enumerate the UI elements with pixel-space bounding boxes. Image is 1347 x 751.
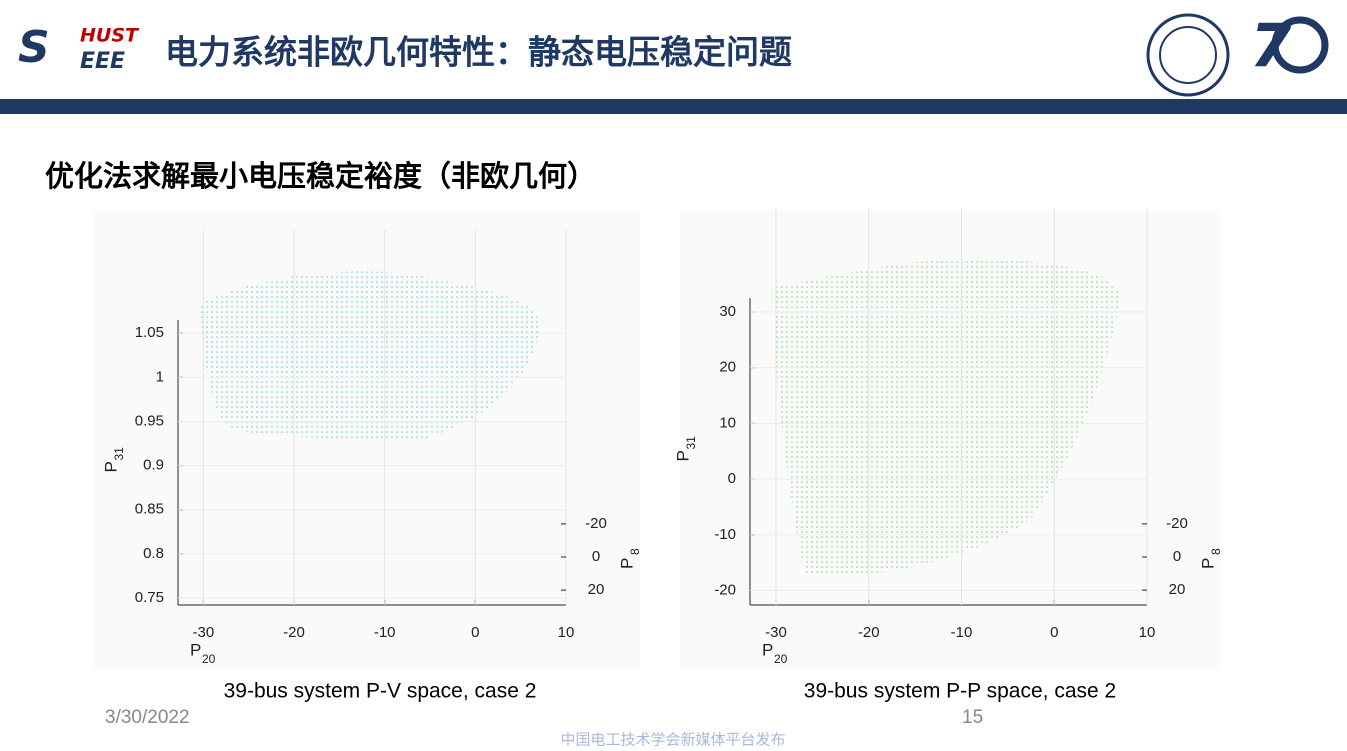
footer-date: 3/30/2022 xyxy=(105,707,190,728)
x-tick-label: -10 xyxy=(951,624,973,641)
x-tick-label: 10 xyxy=(558,624,575,641)
y-axis-label: P xyxy=(101,461,120,472)
x-tick-label: 0 xyxy=(471,624,479,641)
y-tick-label: 0 xyxy=(728,470,736,487)
figure-caption: 39-bus system P-P space, case 2 xyxy=(804,680,1116,703)
z-tick-label: 0 xyxy=(1173,548,1181,565)
anniversary-logo-ring xyxy=(1271,16,1329,74)
z-tick-label: 20 xyxy=(1169,581,1186,598)
x-tick-label: 10 xyxy=(1139,624,1156,641)
y-tick-label: 1 xyxy=(156,368,164,385)
y-axis-label-sub: 31 xyxy=(684,436,698,450)
slide-title: 电力系统非欧几何特性：静态电压稳定问题 xyxy=(165,33,792,72)
z-axis-label-sub: 8 xyxy=(1209,548,1223,555)
y-tick-label: -10 xyxy=(714,526,736,543)
figure-caption: 39-bus system P-V space, case 2 xyxy=(224,680,537,703)
y-axis-label-sub: 31 xyxy=(112,447,126,461)
x-axis-label: P xyxy=(190,640,201,659)
y-tick-label: 0.75 xyxy=(135,589,164,606)
school-logo-inner xyxy=(1159,26,1217,84)
x-axis-label: P xyxy=(762,640,773,659)
y-tick-label: 0.85 xyxy=(135,501,164,518)
x-tick-label: 0 xyxy=(1050,624,1058,641)
y-tick-label: -20 xyxy=(714,581,736,598)
y-tick-label: 0.9 xyxy=(143,457,164,474)
x-axis-label-sub: 20 xyxy=(202,652,216,666)
header-bar xyxy=(0,99,1347,114)
z-tick-label: -20 xyxy=(1166,515,1188,532)
x-tick-label: -30 xyxy=(765,624,787,641)
point-cloud-illustration xyxy=(200,271,541,440)
section-heading: 优化法求解最小电压稳定裕度（非欧几何） xyxy=(45,159,596,193)
z-axis-label: P xyxy=(1198,558,1217,569)
z-axis-label: P xyxy=(617,558,636,569)
school-logo xyxy=(1146,13,1230,97)
y-tick-label: 30 xyxy=(719,303,736,320)
x-tick-label: -30 xyxy=(193,624,215,641)
footer-source: 中国电工技术学会新媒体平台发布 xyxy=(560,731,785,749)
x-tick-label: -10 xyxy=(374,624,396,641)
x-tick-label: -20 xyxy=(858,624,880,641)
footer-page: 15 xyxy=(962,707,983,728)
x-tick-label: -20 xyxy=(283,624,305,641)
x-axis-label-sub: 20 xyxy=(774,652,788,666)
y-tick-label: 20 xyxy=(719,359,736,376)
z-tick-label: 0 xyxy=(592,548,600,565)
y-tick-label: 0.95 xyxy=(135,412,164,429)
y-tick-label: 10 xyxy=(719,414,736,431)
logo-letter: S xyxy=(18,22,50,73)
y-tick-label: 1.05 xyxy=(135,324,164,341)
point-cloud-illustration xyxy=(772,257,1120,576)
z-tick-label: 20 xyxy=(588,581,605,598)
logo-bottom: EEE xyxy=(80,49,125,74)
y-tick-label: 0.8 xyxy=(143,545,164,562)
z-axis-label-sub: 8 xyxy=(628,548,642,555)
logo-top: HUST xyxy=(80,25,140,47)
z-tick-label: -20 xyxy=(585,515,607,532)
y-axis-label: P xyxy=(673,450,692,461)
